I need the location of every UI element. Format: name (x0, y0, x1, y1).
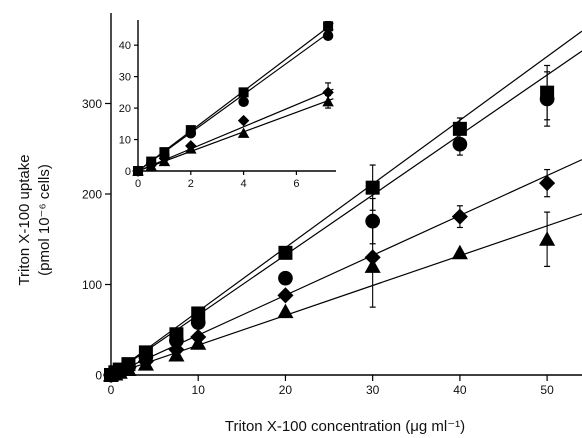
inset-triangle-point (237, 127, 250, 138)
inset-fit-line-square (137, 22, 334, 172)
triangle-point (277, 303, 294, 319)
x-tick-label: 20 (279, 383, 293, 397)
y-tick-label: 300 (82, 97, 102, 111)
inset-triangle-point (158, 155, 171, 167)
y-axis-title-line1: Triton X-100 uptake (16, 154, 33, 285)
inset-x-tick-label: 4 (241, 178, 247, 190)
square-point (452, 121, 467, 136)
triangle-point (120, 361, 137, 377)
triangle-point (190, 335, 207, 350)
diamond-point (364, 249, 381, 266)
diamond-point (539, 175, 556, 192)
inset-diamond-point (322, 86, 334, 99)
x-tick-label: 0 (108, 383, 115, 397)
inset-y-tick-label: 0 (125, 166, 131, 178)
y-axis-title-line2: (pmol 10⁻⁶ cells) (36, 164, 53, 276)
inset-triangle-point (145, 160, 157, 171)
inset-background (128, 14, 342, 172)
inset-circle-point (185, 128, 197, 139)
fit-line-diamond (110, 159, 582, 376)
inset-fit-line-diamond (137, 88, 334, 172)
inset-plot: 0 2 4 6 0 10 20 30 40 (119, 20, 336, 190)
y-tick-label: 200 (82, 187, 102, 201)
square-point (365, 180, 380, 195)
inset-diamond-point (237, 114, 250, 127)
triangle-point (451, 244, 468, 260)
fit-line-square (110, 30, 582, 376)
inset-y-tick-label: 30 (119, 72, 131, 84)
inset-fit-line-circle (137, 28, 334, 172)
triangle-point (137, 356, 154, 371)
inset-y-tick-label: 20 (119, 103, 131, 115)
x-tick-label: 50 (540, 383, 554, 397)
circle-point (169, 333, 184, 348)
triangle-point (539, 231, 556, 246)
inset-triangle-point (322, 96, 334, 107)
triangle-point (364, 258, 381, 273)
y-tick-label: 100 (82, 278, 102, 292)
fit-line-triangle (110, 213, 582, 376)
y-tick-label: 0 (95, 368, 102, 382)
square-point (278, 245, 293, 260)
x-tick-label: 40 (453, 383, 467, 397)
x-tick-label: 10 (192, 383, 206, 397)
inset-triangle-point (185, 143, 197, 154)
inset-fit-line-triangle (137, 98, 334, 172)
fit-line-circle (110, 50, 582, 376)
circle-point (539, 91, 555, 107)
inset-circle-point (238, 96, 249, 108)
inset-x-tick-label: 0 (135, 178, 141, 190)
inset-square-point (323, 21, 334, 32)
circle-point (190, 315, 206, 330)
x-axis-title: Triton X-100 concentration (μg ml⁻¹) (225, 418, 465, 435)
inset-x-tick-label: 2 (188, 178, 194, 190)
inset-y-tick-label: 40 (119, 40, 131, 52)
inset-x-tick-label: 6 (293, 178, 299, 190)
diamond-point (277, 287, 294, 304)
circle-point (278, 270, 293, 286)
circle-point (452, 136, 468, 152)
circle-point (365, 213, 381, 229)
inset-triangle-point (132, 165, 144, 176)
inset-circle-point (322, 30, 334, 41)
triangle-point (168, 347, 185, 362)
diamond-point (451, 208, 468, 225)
inset-y-tick-label: 10 (119, 135, 131, 147)
inset-square-point (238, 87, 249, 98)
x-tick-label: 30 (366, 383, 380, 397)
